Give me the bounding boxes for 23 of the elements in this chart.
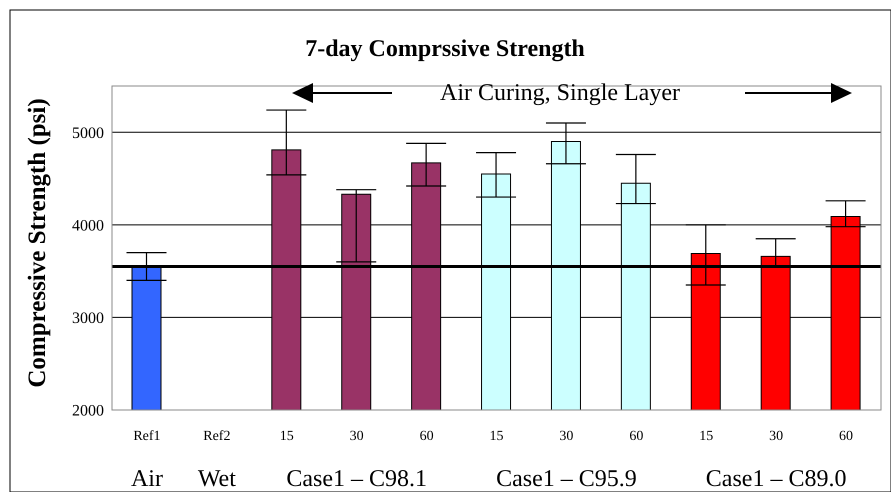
- y-tick-label: 2000: [72, 402, 104, 420]
- annotation: Air Curing, Single Layer: [440, 80, 680, 106]
- x-tick-label: 30: [559, 428, 574, 444]
- y-tick-label: 3000: [72, 310, 104, 328]
- text: Air: [130, 466, 163, 492]
- x-tick-label: 60: [839, 428, 854, 444]
- x-tick-label: Ref2: [203, 428, 230, 444]
- x-tick-label: 30: [769, 428, 784, 444]
- y-axis-title: Compressive Strength (psi): [24, 98, 51, 388]
- x-tick-label: 30: [350, 428, 364, 444]
- x-tick-label: 60: [420, 428, 434, 444]
- text: Case1 – C95.9: [496, 466, 637, 492]
- x-tick-label: Ref1: [133, 428, 161, 444]
- x-tick-label: 15: [699, 428, 714, 444]
- x-tick-label: 15: [280, 428, 294, 444]
- text: Case1 – C89.0: [706, 466, 846, 492]
- x-tick-label: 15: [490, 428, 504, 444]
- y-tick-label: 5000: [72, 124, 104, 142]
- x-tick-label: 60: [629, 428, 644, 444]
- chart-title: 7-day Comprssive Strength: [305, 36, 585, 62]
- text: Case1 – C98.1: [286, 466, 428, 492]
- text: Wet: [198, 466, 236, 492]
- y-tick-label: 4000: [72, 218, 104, 235]
